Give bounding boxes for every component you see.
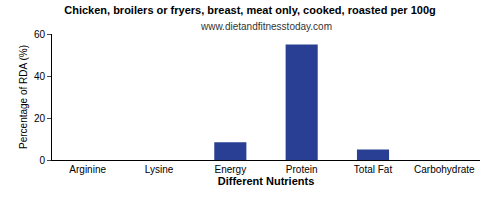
svg-text:Total Fat: Total Fat	[354, 164, 393, 175]
svg-text:www.dietandfitnesstoday.com: www.dietandfitnesstoday.com	[200, 21, 332, 32]
svg-text:Arginine: Arginine	[69, 164, 106, 175]
svg-text:0: 0	[39, 155, 45, 166]
svg-text:Lysine: Lysine	[145, 164, 174, 175]
svg-text:Energy: Energy	[214, 164, 246, 175]
svg-text:Percentage of RDA (%): Percentage of RDA (%)	[18, 45, 29, 149]
svg-text:Different Nutrients: Different Nutrients	[218, 175, 315, 187]
svg-text:Carbohydrate: Carbohydrate	[414, 164, 475, 175]
svg-text:20: 20	[34, 113, 46, 124]
svg-text:Chicken, broilers or fryers, b: Chicken, broilers or fryers, breast, mea…	[64, 4, 436, 16]
svg-text:40: 40	[34, 71, 46, 82]
svg-text:60: 60	[34, 29, 46, 40]
svg-text:Protein: Protein	[286, 164, 318, 175]
